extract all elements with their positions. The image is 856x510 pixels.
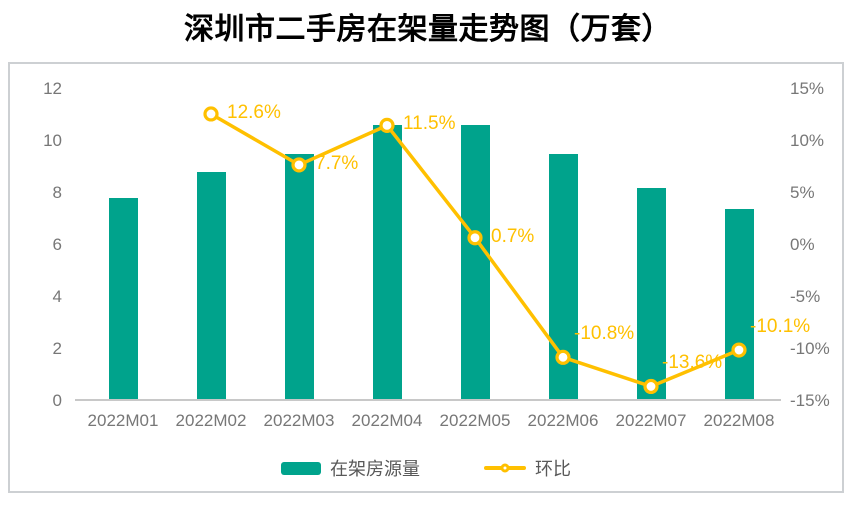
line-series-swatch-icon bbox=[484, 463, 526, 473]
right-axis-tick: 10% bbox=[790, 131, 825, 150]
left-axis-tick: 12 bbox=[43, 79, 62, 98]
bar-2022M05[interactable] bbox=[460, 125, 490, 401]
left-axis-tick: 6 bbox=[52, 235, 62, 254]
right-axis-tick: -15% bbox=[790, 391, 830, 410]
left-axis-tick: 4 bbox=[52, 287, 62, 306]
chart-card: 0 2 4 6 8 10 12 15% 10% 5% 0% -5% -10% -15% 12.6% 7.7… bbox=[8, 62, 844, 493]
x-axis-label-2022M07: 2022M07 bbox=[615, 411, 687, 430]
bar-2022M01[interactable] bbox=[108, 198, 138, 401]
x-axis-label-2022M05: 2022M05 bbox=[439, 411, 511, 430]
line-point-2022M03[interactable] bbox=[291, 157, 307, 173]
bar-2022M02[interactable] bbox=[196, 172, 226, 401]
x-axis-label-2022M04: 2022M04 bbox=[351, 411, 423, 430]
bar-2022M04[interactable] bbox=[372, 125, 402, 401]
x-axis-label-2022M06: 2022M06 bbox=[527, 411, 599, 430]
right-axis-tick: 5% bbox=[790, 183, 815, 202]
line-point-2022M08[interactable] bbox=[731, 342, 747, 358]
bar-2022M08[interactable] bbox=[724, 208, 754, 401]
left-axis-tick: 0 bbox=[52, 391, 62, 410]
legend-label-bar-series: 在架房源量 bbox=[330, 459, 420, 479]
bar-2022M03[interactable] bbox=[284, 154, 314, 401]
chart-title: 深圳市二手房在架量走势图（万套） bbox=[184, 13, 672, 46]
legend-label-line-series: 环比 bbox=[535, 459, 571, 479]
x-axis-label-2022M01: 2022M01 bbox=[87, 411, 159, 430]
data-label-2022M08: -10.1% bbox=[750, 316, 811, 338]
left-axis-tick: 10 bbox=[43, 131, 62, 150]
line-point-2022M06[interactable] bbox=[555, 349, 571, 365]
data-label-2022M06: -10.8% bbox=[574, 323, 635, 345]
right-axis-tick: 0% bbox=[790, 235, 815, 254]
x-axis-label-2022M08: 2022M08 bbox=[703, 411, 775, 430]
right-axis-tick: -5% bbox=[790, 287, 821, 306]
line-point-2022M02[interactable] bbox=[203, 106, 219, 122]
data-label-2022M03: 7.7% bbox=[315, 152, 359, 174]
line-marker-icon bbox=[500, 463, 510, 473]
data-label-2022M07: -13.6% bbox=[662, 352, 723, 374]
data-label-2022M04: 11.5% bbox=[403, 113, 456, 135]
bar-series-swatch-icon bbox=[281, 461, 321, 475]
x-axis-line bbox=[75, 399, 781, 401]
data-label-2022M02: 12.6% bbox=[227, 101, 281, 123]
legend-item-bar-series[interactable]: 在架房源量 bbox=[281, 455, 420, 481]
line-point-2022M05[interactable] bbox=[467, 230, 483, 246]
right-axis-tick: -10% bbox=[790, 339, 830, 358]
legend-item-line-series[interactable]: 环比 bbox=[484, 455, 571, 481]
data-label-2022M05: 0.7% bbox=[491, 225, 535, 247]
line-point-2022M04[interactable] bbox=[379, 117, 395, 134]
x-axis-label-2022M03: 2022M03 bbox=[263, 411, 335, 430]
x-axis-label-2022M02: 2022M02 bbox=[175, 411, 247, 430]
left-axis-tick: 8 bbox=[52, 183, 62, 202]
left-axis-tick: 2 bbox=[52, 339, 62, 358]
legend: 在架房源量 环比 bbox=[10, 454, 842, 482]
line-point-2022M07[interactable] bbox=[643, 378, 659, 395]
right-axis-tick: 15% bbox=[790, 79, 825, 98]
